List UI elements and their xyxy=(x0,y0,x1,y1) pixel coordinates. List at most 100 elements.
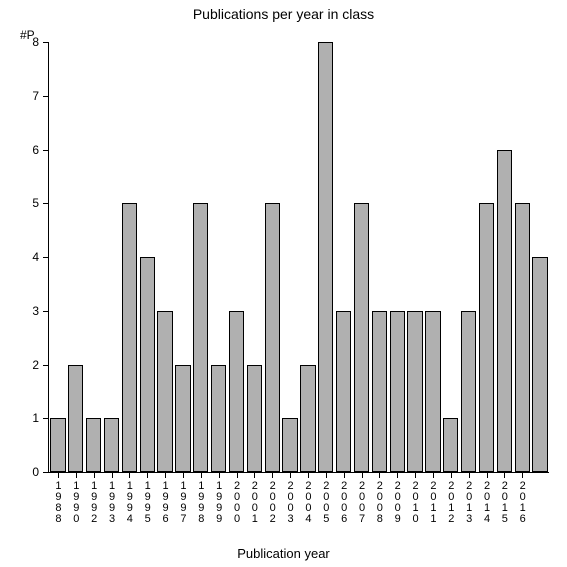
bar xyxy=(443,418,458,472)
x-tick xyxy=(129,472,130,478)
x-tick-label: 2015 xyxy=(499,480,510,524)
x-tick-label: 2008 xyxy=(374,480,385,524)
x-tick xyxy=(469,472,470,478)
bar xyxy=(175,365,190,473)
x-tick xyxy=(397,472,398,478)
bar xyxy=(86,418,101,472)
x-tick xyxy=(201,472,202,478)
x-tick xyxy=(76,472,77,478)
x-tick xyxy=(165,472,166,478)
y-tick xyxy=(43,472,49,473)
x-tick xyxy=(451,472,452,478)
x-tick xyxy=(290,472,291,478)
y-tick-label: 7 xyxy=(32,89,39,103)
bar xyxy=(68,365,83,473)
bar xyxy=(104,418,119,472)
x-tick xyxy=(522,472,523,478)
x-tick xyxy=(254,472,255,478)
x-tick xyxy=(272,472,273,478)
bar xyxy=(157,311,172,472)
x-tick-label: 1990 xyxy=(70,480,81,524)
x-tick xyxy=(308,472,309,478)
x-tick-label: 2009 xyxy=(392,480,403,524)
bars-group xyxy=(49,42,549,472)
x-tick-label: 2001 xyxy=(249,480,260,524)
x-tick-label: 1997 xyxy=(177,480,188,524)
x-tick-label: 1998 xyxy=(195,480,206,524)
x-tick-label: 2012 xyxy=(445,480,456,524)
x-tick-label: 2003 xyxy=(285,480,296,524)
x-tick-label: 2004 xyxy=(302,480,313,524)
y-tick xyxy=(43,311,49,312)
x-tick xyxy=(362,472,363,478)
bar xyxy=(407,311,422,472)
bar xyxy=(282,418,297,472)
y-tick-label: 4 xyxy=(32,250,39,264)
x-tick xyxy=(147,472,148,478)
x-tick xyxy=(237,472,238,478)
y-tick xyxy=(43,257,49,258)
x-tick-label: 2007 xyxy=(356,480,367,524)
x-tick xyxy=(326,472,327,478)
x-tick-label: 2005 xyxy=(320,480,331,524)
x-tick-label: 2002 xyxy=(267,480,278,524)
x-tick xyxy=(94,472,95,478)
x-tick-label: 1995 xyxy=(142,480,153,524)
x-tick-label: 2006 xyxy=(338,480,349,524)
bar xyxy=(140,257,155,472)
x-axis-label: Publication year xyxy=(0,546,567,561)
x-tick xyxy=(219,472,220,478)
bar xyxy=(193,203,208,472)
chart-container: Publications per year in class #P 012345… xyxy=(0,0,567,567)
x-tick xyxy=(415,472,416,478)
y-tick-label: 0 xyxy=(32,465,39,479)
bar xyxy=(211,365,226,473)
x-tick-label: 1992 xyxy=(88,480,99,524)
chart-title: Publications per year in class xyxy=(0,6,567,22)
bar xyxy=(372,311,387,472)
y-tick-label: 2 xyxy=(32,358,39,372)
x-tick xyxy=(344,472,345,478)
x-tick xyxy=(487,472,488,478)
x-tick-label: 1996 xyxy=(160,480,171,524)
y-tick xyxy=(43,365,49,366)
x-tick-label: 1994 xyxy=(124,480,135,524)
bar xyxy=(50,418,65,472)
x-tick xyxy=(183,472,184,478)
x-tick-label: 2010 xyxy=(410,480,421,524)
bar xyxy=(336,311,351,472)
y-tick xyxy=(43,203,49,204)
y-tick-label: 1 xyxy=(32,411,39,425)
x-tick xyxy=(433,472,434,478)
bar xyxy=(479,203,494,472)
x-tick-label: 2013 xyxy=(463,480,474,524)
x-tick-label: 1999 xyxy=(213,480,224,524)
y-tick-label: 6 xyxy=(32,143,39,157)
bar xyxy=(461,311,476,472)
plot-area: 012345678 198819901992199319941995199619… xyxy=(48,42,549,473)
x-tick-label: 2014 xyxy=(481,480,492,524)
bar xyxy=(390,311,405,472)
x-tick xyxy=(58,472,59,478)
bar xyxy=(497,150,512,473)
y-tick-label: 8 xyxy=(32,35,39,49)
bar xyxy=(247,365,262,473)
bar xyxy=(122,203,137,472)
x-tick xyxy=(504,472,505,478)
y-tick xyxy=(43,150,49,151)
bar xyxy=(229,311,244,472)
x-tick xyxy=(112,472,113,478)
x-tick-label: 2000 xyxy=(231,480,242,524)
y-tick xyxy=(43,42,49,43)
x-tick-label: 2011 xyxy=(427,480,438,524)
bar xyxy=(354,203,369,472)
y-tick xyxy=(43,96,49,97)
bar xyxy=(265,203,280,472)
x-tick-label: 2016 xyxy=(517,480,528,524)
x-tick-label: 1993 xyxy=(106,480,117,524)
y-tick-label: 5 xyxy=(32,196,39,210)
y-tick-label: 3 xyxy=(32,304,39,318)
y-tick xyxy=(43,418,49,419)
bar xyxy=(532,257,547,472)
bar xyxy=(318,42,333,472)
